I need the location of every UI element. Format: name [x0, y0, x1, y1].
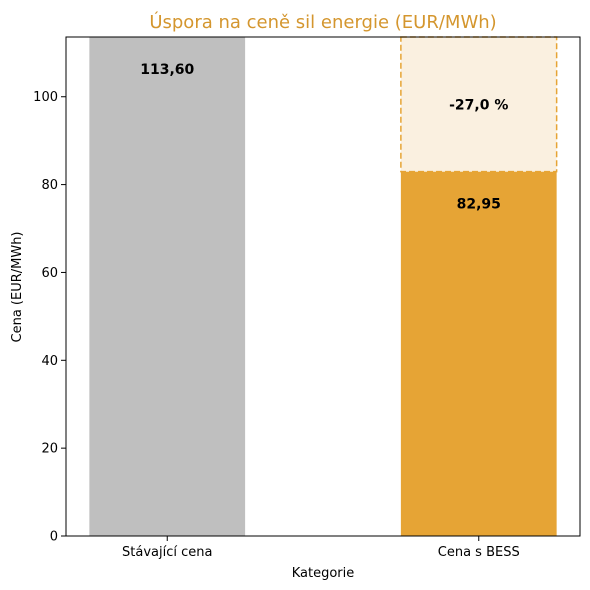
plot-frame — [65, 36, 581, 537]
y-axis-label: Cena (EUR/MWh) — [10, 231, 25, 342]
y-axis-ticks: 0 20 40 60 80 100 — [33, 90, 66, 545]
bar-value-label: 82,95 — [457, 197, 501, 213]
bar-bess-price — [400, 171, 557, 536]
chart-title: Úspora na ceně sil energie (EUR/MWh) — [149, 11, 496, 33]
y-tick-label: 40 — [41, 354, 58, 369]
x-axis-ticks: Stávající cena Cena s BESS — [122, 536, 520, 560]
y-tick-label: 100 — [33, 90, 58, 105]
y-tick-label: 20 — [41, 442, 58, 457]
plot-area: 113,60 82,95 -27,0 % — [89, 36, 558, 536]
savings-label: -27,0 % — [449, 97, 508, 113]
y-tick-label: 80 — [41, 178, 58, 193]
x-axis-label: Kategorie — [292, 566, 355, 581]
y-tick-label: 0 — [50, 530, 58, 545]
savings-box — [400, 36, 558, 173]
y-tick-label: 60 — [41, 266, 58, 281]
x-tick-label: Cena s BESS — [438, 545, 520, 560]
x-tick-label: Stávající cena — [122, 545, 212, 560]
bar-current-price — [89, 37, 246, 536]
bar-value-label: 113,60 — [140, 62, 194, 78]
